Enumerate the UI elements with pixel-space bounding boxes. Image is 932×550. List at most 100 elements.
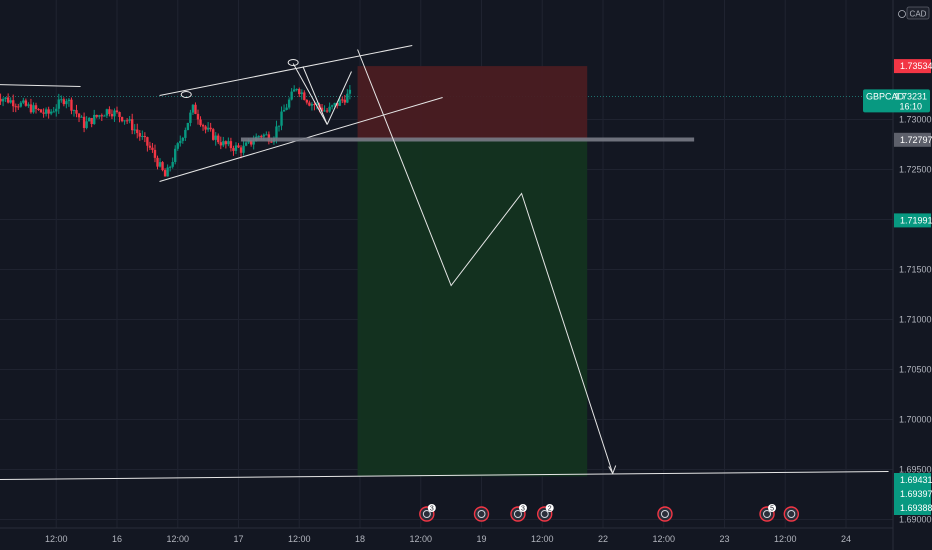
projection-path xyxy=(357,49,614,474)
candle-body xyxy=(313,104,316,106)
candle-body xyxy=(249,140,253,145)
candle-body xyxy=(161,162,164,171)
candle-body xyxy=(189,112,192,123)
candle-body xyxy=(328,106,331,112)
candle-body xyxy=(95,114,98,117)
symbol-name: GBPCAD xyxy=(866,91,905,101)
candle-body xyxy=(115,110,119,113)
candle-body xyxy=(44,109,48,114)
x-tick-label: 12:00 xyxy=(652,534,675,544)
candle-body xyxy=(146,137,149,146)
candle-body xyxy=(224,141,228,145)
price-tag-label: 1.69388 xyxy=(900,503,932,513)
event-flag-icon xyxy=(422,510,431,518)
event-marker-icon[interactable] xyxy=(783,506,800,522)
y-tick-label: 1.72500 xyxy=(899,165,932,175)
candle-body xyxy=(123,120,126,122)
candle-body xyxy=(242,145,245,153)
wedge-line-1 xyxy=(292,63,328,125)
x-tick-label: 12:00 xyxy=(774,534,797,544)
candle-body xyxy=(148,145,152,148)
candle-body xyxy=(343,99,347,103)
candle-body xyxy=(310,104,314,106)
candle-body xyxy=(234,145,238,151)
candle-body xyxy=(108,109,111,114)
candle-body xyxy=(277,125,281,127)
price-tag xyxy=(894,132,931,147)
candle-body xyxy=(194,104,197,114)
event-flag-icon xyxy=(763,510,772,518)
candle-body xyxy=(32,105,35,113)
candle-body xyxy=(29,104,33,113)
candle-body xyxy=(333,103,336,106)
candle-body xyxy=(80,116,83,118)
event-badge-count: 3 xyxy=(430,506,434,513)
event-flag-icon xyxy=(660,510,669,518)
projection-arrowhead xyxy=(608,465,617,475)
currency-label: CAD xyxy=(910,10,927,19)
x-tick-label: 18 xyxy=(355,534,365,544)
x-tick-label: 22 xyxy=(598,534,608,544)
candle-body xyxy=(110,113,114,117)
candle-body xyxy=(34,105,38,109)
candle-body xyxy=(22,100,25,103)
candle-body xyxy=(280,111,283,126)
x-tick-label: 12:00 xyxy=(531,534,554,544)
candle-body xyxy=(105,109,109,116)
y-tick-label: 1.71500 xyxy=(899,265,932,275)
candle-body xyxy=(6,97,10,103)
countdown: 16:10 xyxy=(899,101,922,111)
candle-body xyxy=(303,92,306,100)
currency-icon xyxy=(898,10,906,18)
candle-body xyxy=(181,137,185,141)
price-tag xyxy=(894,213,931,228)
candle-body xyxy=(39,109,43,113)
candle-body xyxy=(206,127,210,130)
candle-body xyxy=(113,110,116,117)
wedge-line-3 xyxy=(302,66,328,125)
candle-body xyxy=(211,129,215,140)
candle-body xyxy=(171,161,174,167)
y-tick-label: 1.73000 xyxy=(899,115,932,125)
candle-body xyxy=(290,91,293,100)
candle-body xyxy=(12,100,15,107)
x-tick-label: 16 xyxy=(112,534,122,544)
candle-body xyxy=(130,119,134,131)
x-tick-label: 12:00 xyxy=(288,534,311,544)
candle-body xyxy=(239,147,243,153)
candle-body xyxy=(37,108,40,110)
candle-body xyxy=(24,100,28,106)
candle-body xyxy=(65,101,68,105)
event-badge xyxy=(768,504,777,512)
event-marker-icon[interactable] xyxy=(657,506,673,522)
candle-body xyxy=(120,117,124,122)
price-tag xyxy=(894,59,931,74)
candle-body xyxy=(98,115,101,117)
currency-box[interactable] xyxy=(906,6,930,20)
candle-body xyxy=(184,129,187,138)
resistance-line-top xyxy=(0,84,81,87)
candle-body xyxy=(341,99,344,101)
x-tick-label: 12:00 xyxy=(45,534,68,544)
candle-body xyxy=(133,129,136,131)
candle-body xyxy=(196,113,200,120)
event-flag-icon xyxy=(540,510,549,518)
candle-body xyxy=(125,120,129,122)
candle-body xyxy=(158,162,162,167)
candle-body xyxy=(244,142,248,146)
candles xyxy=(0,85,352,177)
candle-body xyxy=(232,148,235,151)
candle-body xyxy=(323,110,326,112)
event-marker-icon[interactable] xyxy=(473,506,490,522)
candle-body xyxy=(186,122,190,130)
price-tag-label: 1.69431 xyxy=(900,475,932,485)
y-tick-label: 1.70500 xyxy=(899,365,932,375)
channel-upper-line xyxy=(159,45,413,96)
candle-body xyxy=(204,126,207,130)
symbol-price-tag xyxy=(863,89,930,113)
candle-body xyxy=(265,134,268,136)
candle-body xyxy=(270,141,273,143)
candle-body xyxy=(237,145,240,148)
candle-body xyxy=(229,141,233,149)
